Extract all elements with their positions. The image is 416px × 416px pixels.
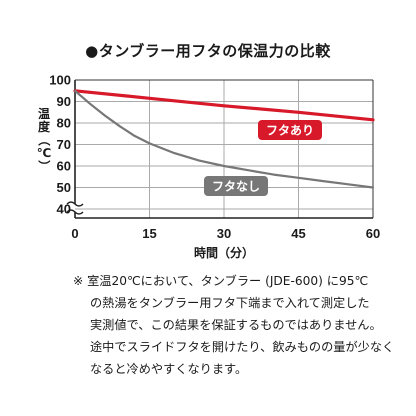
- x-tick-30: 30: [217, 226, 231, 241]
- x-tick-45: 45: [291, 226, 305, 241]
- y-axis-label-char-5: ）: [37, 160, 52, 172]
- y-tick-100: 100: [49, 73, 71, 88]
- axis-labels: 時間（分） 温度（℃）: [37, 107, 254, 260]
- y-axis-label-char-4: ℃: [37, 146, 52, 160]
- x-tick-60: 60: [366, 226, 380, 241]
- axis-break-mark-lower: [66, 209, 84, 215]
- footnote-line-5: なると冷めやすくなります。: [90, 362, 248, 376]
- series-badge-label-1: フタあり: [266, 124, 314, 138]
- series-badge-1: [258, 120, 322, 140]
- series-line-1: [73, 89, 375, 122]
- tick-labels: 40 50 60 70 80 90 100 0 15 30 45 60: [49, 73, 380, 242]
- footnote-line-2: の熱湯をタンブラー用フタ下端まで入れて測定した: [90, 296, 370, 310]
- axis-break-mark-upper: [66, 201, 84, 207]
- y-tick-50: 50: [57, 180, 71, 195]
- x-tick-0: 0: [71, 226, 78, 241]
- x-tick-15: 15: [142, 226, 156, 241]
- axes: [66, 79, 374, 219]
- footnote: ※ 室温20℃において、タンブラー (JDE-600) に95℃ の熱湯をタンブ…: [73, 270, 408, 380]
- footnote-line-3: 実測値で、この結果を保証するものではありません。: [90, 318, 382, 332]
- y-tick-60: 60: [57, 159, 71, 174]
- y-tick-80: 80: [57, 116, 71, 131]
- y-tick-40: 40: [57, 202, 71, 217]
- y-tick-70: 70: [57, 137, 71, 152]
- series-lines: [73, 89, 375, 189]
- series-line-2: [73, 89, 375, 189]
- chart-title: ●タンブラー用フタの保温力の比較: [85, 42, 331, 60]
- y-axis-label-char-3: （: [37, 134, 52, 146]
- grid: [75, 80, 374, 218]
- footnote-line-4: 途中でスライドフタを開けたり、飲みものの量が少なく: [90, 340, 395, 354]
- series-badge-2: [204, 176, 268, 196]
- y-axis-label-char-1: 温: [38, 107, 50, 121]
- y-axis-label-char-2: 度: [38, 119, 51, 134]
- footnote-line-1: ※ 室温20℃において、タンブラー (JDE-600) に95℃: [73, 274, 369, 288]
- x-axis-label: 時間（分）: [194, 245, 254, 260]
- series-badge-label-2: フタなし: [212, 180, 260, 194]
- y-tick-90: 90: [57, 94, 71, 109]
